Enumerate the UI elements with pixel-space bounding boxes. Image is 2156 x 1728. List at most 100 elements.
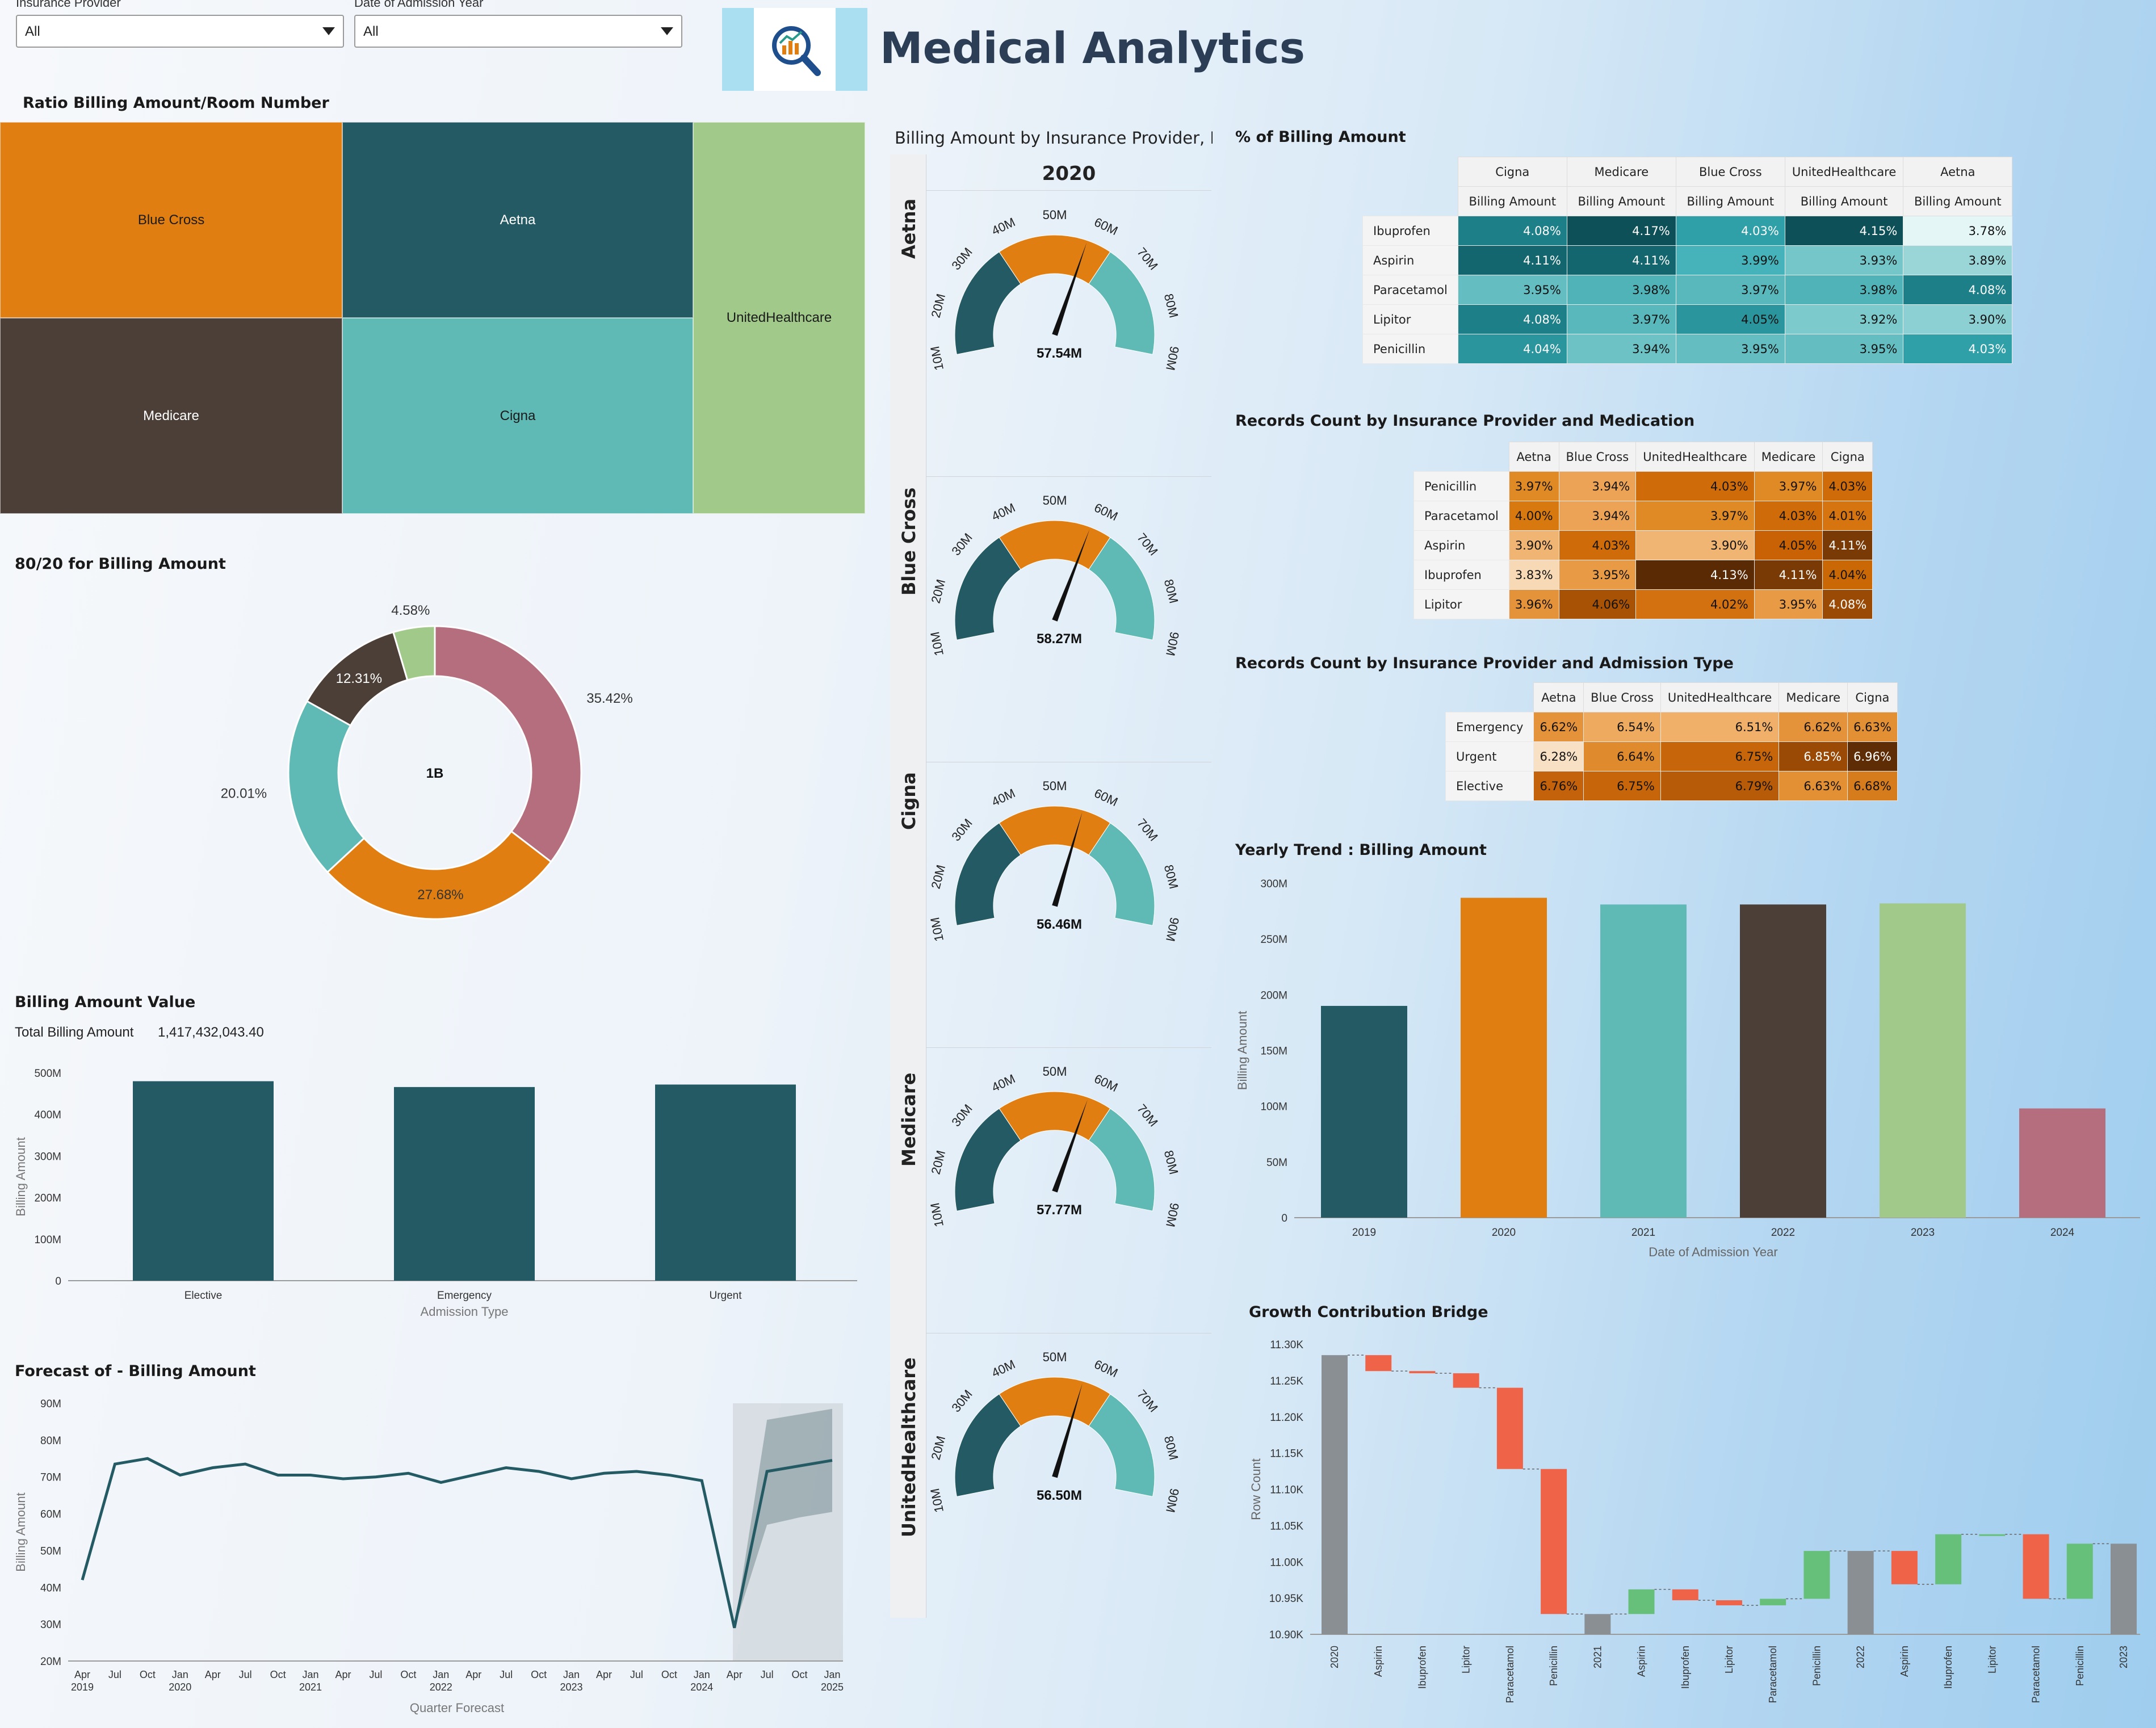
x-tick-label: Oct: [531, 1669, 547, 1680]
heat-cell: 3.94%: [1566, 334, 1676, 364]
heat-cell: 4.08%: [1457, 304, 1567, 334]
y-tick-label: 60M: [40, 1509, 61, 1521]
analytics-magnifier-icon: [772, 26, 821, 76]
bridge-bar: [1322, 1355, 1348, 1634]
bridge-bar: [1584, 1614, 1611, 1634]
bar: [1880, 903, 1966, 1218]
bar: [655, 1084, 796, 1281]
bridge-bar: [2111, 1544, 2137, 1634]
filter-insurance-label: Insurance Provider: [16, 0, 121, 10]
year-select-value: All: [363, 24, 379, 39]
x-tick-label: Jan: [694, 1669, 710, 1680]
heat-cell: 3.94%: [1558, 501, 1637, 531]
bridge-bar: [1891, 1551, 1918, 1584]
column-header: Aetna: [1508, 442, 1559, 472]
insurance-select[interactable]: All: [16, 15, 344, 48]
gauge-tick-label: 80M: [1161, 292, 1181, 320]
x-tick-label: Jan: [563, 1669, 580, 1680]
bridge-bar: [1935, 1534, 1962, 1584]
y-tick-label: 0: [55, 1276, 61, 1287]
x-tick-label: Penicillin: [2074, 1646, 2086, 1686]
measure-header: Billing Amount: [1903, 186, 2013, 216]
x-tick-label: 2020: [1329, 1646, 1340, 1668]
y-tick-label: 300M: [34, 1151, 61, 1163]
treemap-cell-label: Aetna: [500, 212, 536, 228]
heat-cell: 4.05%: [1675, 304, 1785, 334]
heat-cell: 6.51%: [1660, 712, 1780, 742]
gauge-needle: [1052, 1100, 1088, 1193]
gauge-tick-label: 20M: [929, 1435, 949, 1462]
heat-cell: 4.03%: [1903, 334, 2013, 364]
heat-cell: 4.04%: [1822, 560, 1873, 590]
gauges-year: 2020: [1042, 162, 1096, 185]
x-tick-label: Elective: [184, 1290, 223, 1302]
page-title: Medical Analytics: [880, 23, 1305, 73]
y-tick-label: 30M: [40, 1619, 61, 1631]
y-tick-label: 11.30K: [1270, 1339, 1303, 1351]
donut-slice-label: 20.01%: [221, 786, 267, 801]
table-row: Penicillin 4.04% 3.94% 3.95% 3.95% 4.03%: [1362, 334, 2013, 364]
year-select[interactable]: All: [354, 15, 682, 48]
gauge-tick-label: 70M: [1134, 245, 1160, 272]
x-tick-label: 2023: [1911, 1227, 1935, 1239]
gauge-needle: [1052, 812, 1083, 907]
gauge-band: [1088, 1393, 1155, 1497]
column-header: Blue Cross: [1675, 157, 1785, 187]
column-header: UnitedHealthcare: [1660, 682, 1780, 712]
y-tick-label: 40M: [40, 1582, 61, 1594]
donut-slice-label: 27.68%: [417, 887, 463, 903]
heat-cell: 4.08%: [1457, 216, 1567, 246]
gauge-tick-label: 10M: [928, 916, 946, 943]
heat-cell: 3.99%: [1675, 245, 1785, 275]
heat-cell: 6.76%: [1533, 771, 1584, 801]
row-label: Penicillin: [1413, 471, 1509, 501]
heat-cell: 4.02%: [1635, 589, 1755, 619]
x-tick-label: Ibuprofen: [1680, 1646, 1691, 1689]
x-tick-label: 2022: [1771, 1227, 1795, 1239]
row-label: Aspirin: [1362, 245, 1458, 275]
column-header: Blue Cross: [1558, 442, 1637, 472]
heat-cell: 3.97%: [1566, 304, 1676, 334]
x-tick-label: Apr: [335, 1669, 351, 1680]
x-tick-label: 2022: [1855, 1646, 1866, 1668]
x-tick-label: Jan: [824, 1669, 840, 1680]
bar: [133, 1081, 274, 1281]
heat-cell: 3.97%: [1508, 471, 1559, 501]
column-header: Aetna: [1533, 682, 1584, 712]
heat-cell: 3.90%: [1903, 304, 2013, 334]
gauge-tick-label: 50M: [1043, 493, 1067, 508]
heat-cell: 4.08%: [1822, 589, 1873, 619]
x-tick-label: Paracetamol: [2031, 1646, 2042, 1703]
y-tick-label: 11.25K: [1270, 1375, 1303, 1387]
heat-cell: 6.28%: [1533, 741, 1584, 771]
bar: [1740, 904, 1826, 1218]
x-tick-label: 2020: [1492, 1227, 1516, 1239]
y-tick-label: 11.00K: [1270, 1557, 1303, 1568]
heat-cell: 3.83%: [1508, 560, 1559, 590]
forecast-line: [81, 1457, 833, 1629]
records-adm-table: Aetna Blue Cross UnitedHealthcare Medicare C…: [1445, 682, 1898, 801]
x-tick-label: Lipitor: [1986, 1646, 1998, 1674]
donut-slice: [392, 625, 436, 681]
heat-cell: 4.04%: [1457, 334, 1567, 364]
x-tick-label: 2019: [1352, 1227, 1376, 1239]
gauge-provider-label: Blue Cross: [898, 487, 920, 595]
heat-cell: 3.98%: [1784, 275, 1904, 305]
records-adm-title: Records Count by Insurance Provider and …: [1235, 655, 1734, 672]
gauge-value-label: 56.46M: [1037, 917, 1082, 932]
x-tick-year: 2025: [821, 1681, 844, 1693]
row-label: Ibuprofen: [1362, 216, 1458, 246]
x-tick-year: 2023: [560, 1681, 582, 1693]
heat-cell: 3.78%: [1903, 216, 2013, 246]
gauge-tick-label: 30M: [949, 1101, 975, 1129]
billing-value-title: Billing Amount Value: [15, 993, 196, 1011]
bridge-bar: [1409, 1371, 1436, 1374]
gauge-needle: [1052, 242, 1087, 336]
x-tick-label: Lipitor: [1723, 1646, 1735, 1674]
gauge-needle: [1052, 529, 1090, 622]
gauge-tick-label: 70M: [1134, 1387, 1160, 1415]
gauge-value-label: 56.50M: [1037, 1488, 1082, 1503]
bridge-bar: [1453, 1373, 1479, 1388]
